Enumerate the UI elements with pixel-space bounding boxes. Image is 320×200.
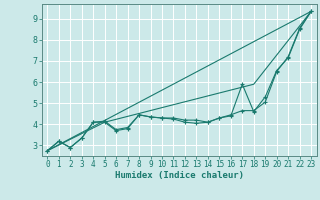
- X-axis label: Humidex (Indice chaleur): Humidex (Indice chaleur): [115, 171, 244, 180]
